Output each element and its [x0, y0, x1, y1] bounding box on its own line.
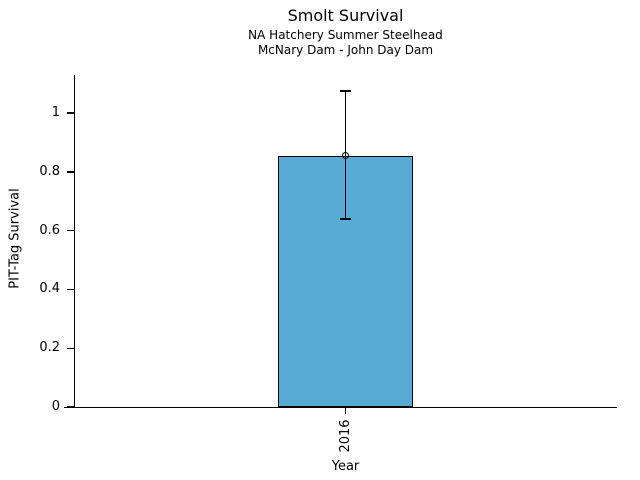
y-tick — [67, 347, 74, 349]
y-tick — [67, 288, 74, 291]
y-tick-label: 0.4 — [39, 281, 60, 297]
y-tick-label: 1 — [51, 105, 60, 121]
y-tick-label: 0 — [51, 399, 60, 414]
chart-subtitle-line1: NA Hatchery Summer Steelhead — [248, 28, 443, 42]
y-axis-label: PIT-Tag Survival — [7, 188, 23, 289]
y-tick — [67, 171, 74, 173]
y-tick-label: 0.8 — [39, 163, 60, 179]
y-tick — [67, 230, 74, 232]
error-bar-cap-lower — [340, 218, 351, 220]
x-tick-label: 2016 — [337, 419, 353, 453]
chart-subtitle-line2: McNary Dam - John Day Dam — [257, 43, 434, 57]
error-bar-cap-upper — [340, 90, 351, 92]
y-axis-spine — [74, 75, 76, 407]
chart-title: Smolt Survival — [287, 6, 404, 25]
x-axis-label: Year — [331, 459, 360, 474]
y-tick — [67, 406, 74, 408]
x-axis-line — [64, 407, 617, 409]
y-tick-label: 0.2 — [39, 340, 60, 356]
x-tick — [344, 407, 347, 414]
y-tick-label: 0.6 — [39, 222, 60, 238]
y-tick — [67, 112, 74, 114]
estimate-marker — [342, 152, 349, 160]
